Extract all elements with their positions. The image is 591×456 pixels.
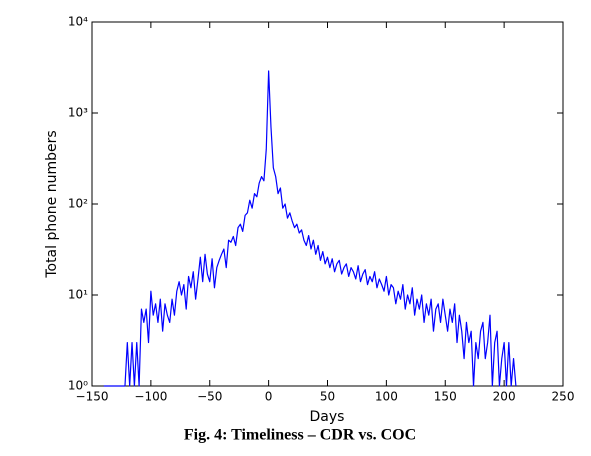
x-tick-label: 0: [265, 390, 273, 404]
x-tick-label: −150: [76, 390, 109, 404]
y-tick-label: 10¹: [68, 288, 88, 302]
x-tick-label: 150: [434, 390, 457, 404]
x-tick-label: 50: [320, 390, 335, 404]
x-axis-label: Days: [310, 409, 345, 425]
y-axis-label: Total phone numbers: [44, 130, 60, 278]
x-tick-label: 100: [375, 390, 398, 404]
y-tick-label: 10⁴: [68, 15, 88, 29]
data-line: [103, 70, 517, 387]
y-tick-label: 10²: [68, 197, 88, 211]
x-tick-label: −100: [134, 390, 167, 404]
caption: Fig. 4: Timeliness – CDR vs. COC: [184, 427, 416, 444]
x-tick-label: 250: [552, 390, 575, 404]
x-tick-label: −50: [197, 390, 222, 404]
y-tick-label: 10³: [68, 106, 88, 120]
x-tick-label: 200: [493, 390, 516, 404]
y-tick-label: 10⁰: [68, 379, 88, 393]
